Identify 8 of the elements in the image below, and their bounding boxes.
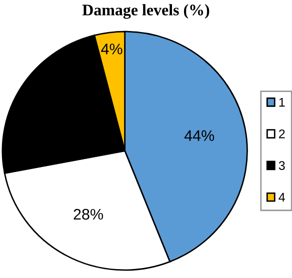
data-label: 28% bbox=[74, 208, 104, 220]
chart-title: Damage levels (%) bbox=[82, 4, 210, 19]
data-label: 4% bbox=[101, 44, 122, 54]
data-label: 44% bbox=[184, 130, 214, 142]
legend-label: 1 bbox=[279, 98, 285, 107]
legend-label: 3 bbox=[278, 161, 285, 170]
legend-label: 2 bbox=[279, 129, 285, 138]
legend-label: 4 bbox=[278, 192, 285, 202]
